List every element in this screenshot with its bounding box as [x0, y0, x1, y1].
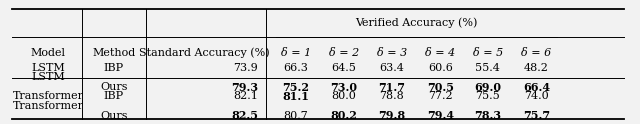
Text: 79.8: 79.8 [378, 110, 405, 121]
Text: Transformer: Transformer [13, 101, 83, 111]
Text: δ = 2: δ = 2 [328, 48, 359, 58]
Text: 81.1: 81.1 [282, 91, 309, 102]
Text: IBP: IBP [104, 63, 124, 73]
Text: 60.6: 60.6 [428, 63, 452, 73]
Text: LSTM: LSTM [31, 63, 65, 73]
Text: 82.1: 82.1 [233, 91, 258, 101]
Text: 79.4: 79.4 [427, 110, 454, 121]
Text: 48.2: 48.2 [524, 63, 548, 73]
Text: 73.9: 73.9 [233, 63, 258, 73]
Text: 75.2: 75.2 [282, 82, 309, 93]
Text: Standard Accuracy (%): Standard Accuracy (%) [140, 47, 270, 58]
Text: δ = 5: δ = 5 [472, 48, 503, 58]
Text: 70.5: 70.5 [427, 82, 454, 93]
Text: 66.4: 66.4 [523, 82, 550, 93]
Text: Method: Method [92, 48, 136, 58]
Text: 79.3: 79.3 [231, 82, 258, 93]
Text: 66.3: 66.3 [284, 63, 308, 73]
Text: δ = 4: δ = 4 [425, 48, 456, 58]
Text: Ours: Ours [100, 111, 127, 121]
Text: Ours: Ours [100, 82, 127, 92]
Text: δ = 1: δ = 1 [280, 48, 311, 58]
Text: 80.7: 80.7 [284, 111, 308, 121]
Text: Verified Accuracy (%): Verified Accuracy (%) [355, 17, 477, 28]
Text: 71.7: 71.7 [378, 82, 405, 93]
Text: 69.0: 69.0 [474, 82, 501, 93]
Text: IBP: IBP [104, 91, 124, 101]
Text: 55.4: 55.4 [476, 63, 500, 73]
Text: LSTM: LSTM [31, 73, 65, 82]
Text: 80.0: 80.0 [332, 91, 356, 101]
Text: 80.2: 80.2 [330, 110, 357, 121]
Text: 74.0: 74.0 [524, 91, 548, 101]
Text: 64.5: 64.5 [332, 63, 356, 73]
Text: 82.5: 82.5 [231, 110, 258, 121]
Text: 78.8: 78.8 [380, 91, 404, 101]
Text: Model: Model [31, 48, 65, 58]
Text: Transformer: Transformer [13, 91, 83, 101]
Text: 75.7: 75.7 [523, 110, 550, 121]
Text: 73.0: 73.0 [330, 82, 357, 93]
Text: δ = 6: δ = 6 [521, 48, 552, 58]
Text: 78.3: 78.3 [474, 110, 501, 121]
Text: 75.5: 75.5 [476, 91, 500, 101]
Text: 77.2: 77.2 [428, 91, 452, 101]
Text: δ = 3: δ = 3 [376, 48, 407, 58]
Text: 63.4: 63.4 [380, 63, 404, 73]
